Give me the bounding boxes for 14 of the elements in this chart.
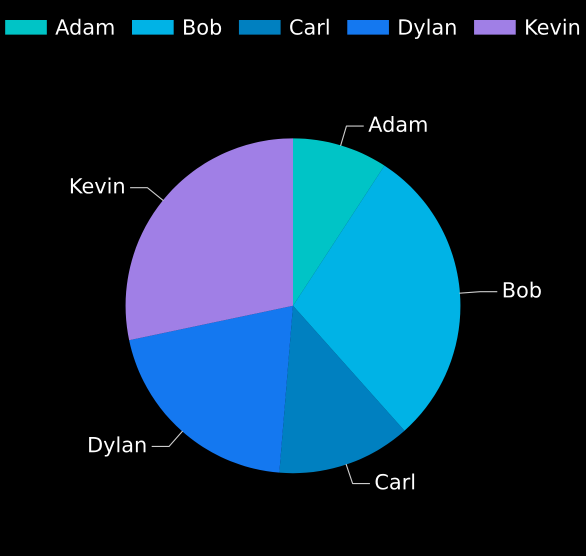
slice-label: Bob (504, 282, 541, 298)
legend-label: Adam (55, 18, 114, 35)
slice-label: Carl (376, 474, 414, 490)
pie-slice (279, 306, 405, 474)
slice-label: Adam (368, 116, 427, 132)
pie-slice (126, 138, 293, 340)
slice-label: Kevin (70, 178, 124, 194)
slice-label: Dylan (89, 436, 146, 457)
legend-label: Bob (184, 18, 222, 35)
legend-label: Kevin (526, 18, 580, 35)
pie-slice (293, 138, 384, 306)
pie-slice (293, 166, 460, 431)
legend-label: Dylan (399, 18, 456, 39)
legend-label: Carl (290, 18, 329, 35)
